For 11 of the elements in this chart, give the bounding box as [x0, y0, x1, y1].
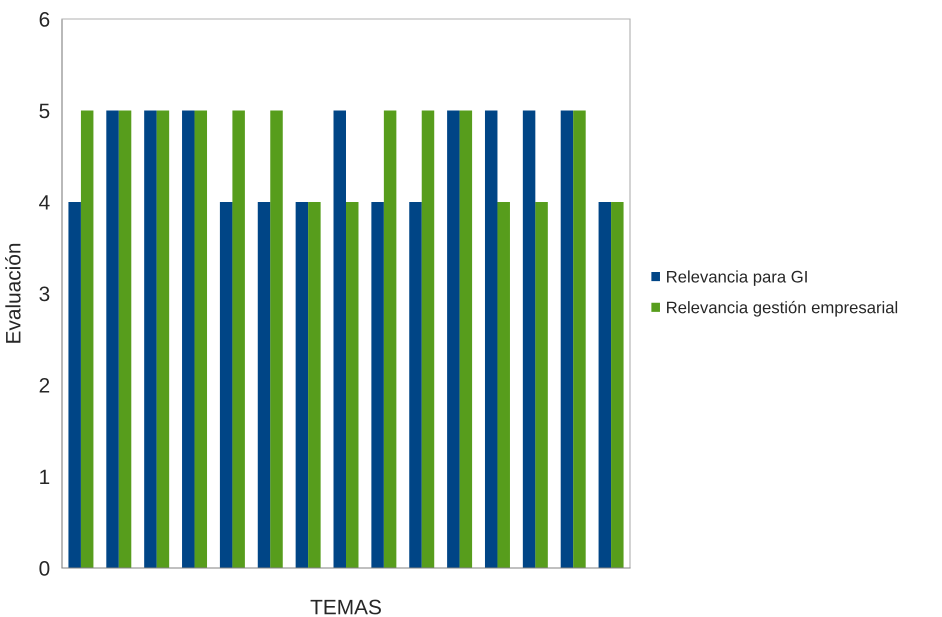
y-tick-label: 5: [39, 104, 50, 118]
y-tick-label: 2: [40, 378, 50, 393]
y-tick-label: 4: [39, 195, 50, 210]
y-axis-title: Evaluación: [5, 244, 21, 343]
legend-label: Relevancia para GI: [667, 270, 807, 286]
y-tick-label: 1: [40, 470, 50, 484]
y-tick-label: 3: [39, 286, 50, 302]
y-tick-label: 0: [39, 561, 50, 576]
y-tick-label: 6: [40, 12, 50, 27]
x-axis-title: TEMAS: [310, 600, 381, 614]
legend-label: Relevancia gestión empresarial: [667, 300, 898, 317]
